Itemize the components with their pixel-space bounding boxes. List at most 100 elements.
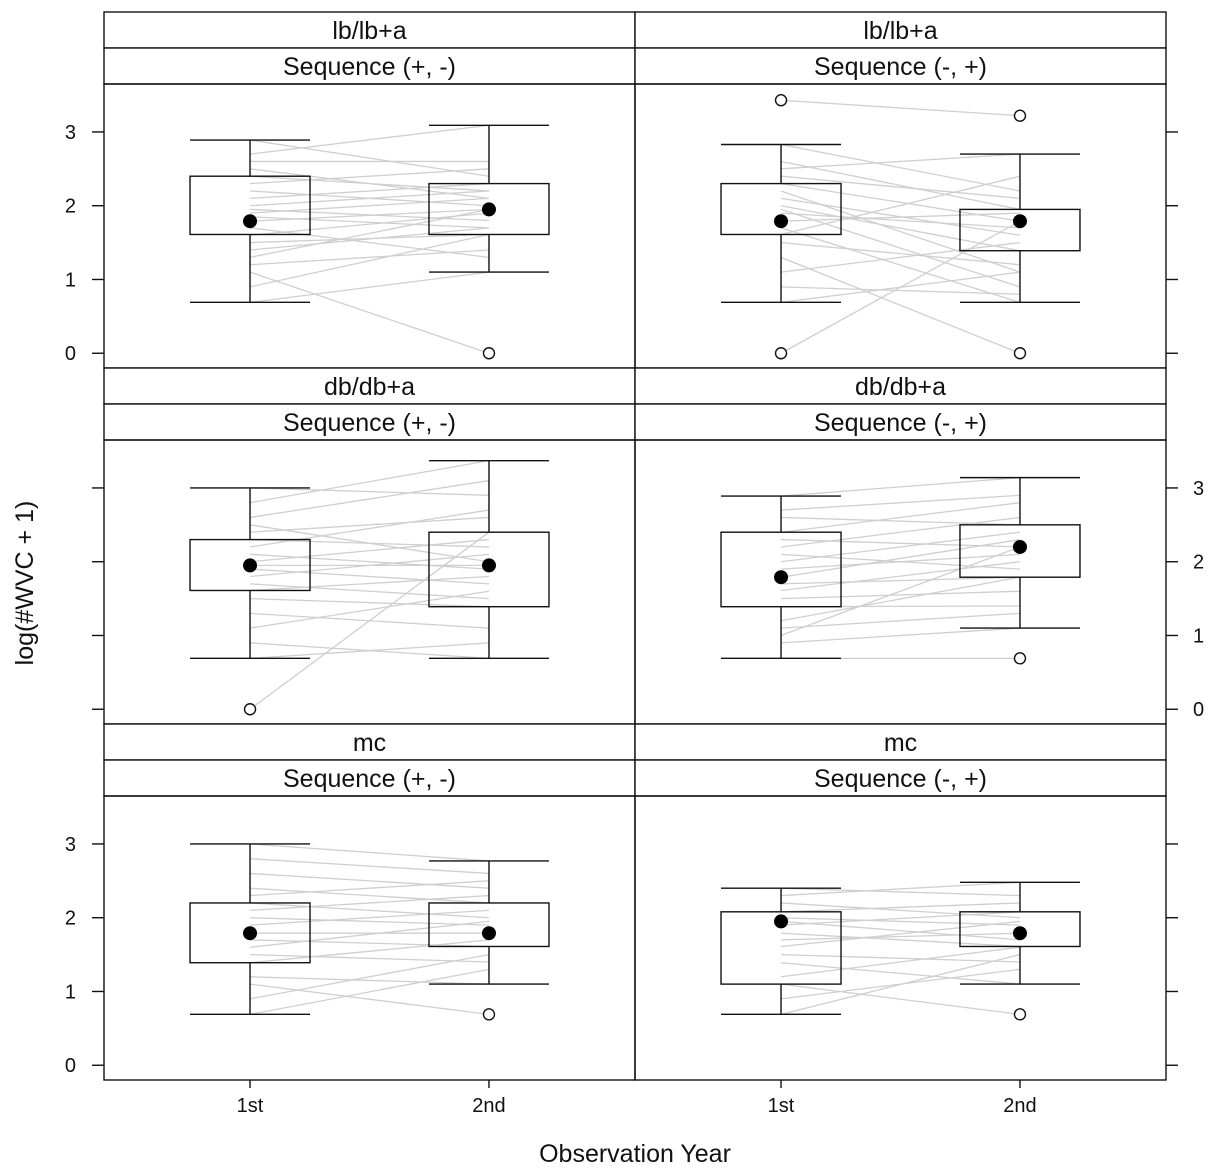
panel-3: db/db+a Sequence (+, -) [103, 367, 636, 725]
box-iqr [189, 175, 311, 236]
subject-line [249, 843, 490, 862]
subject-line [780, 953, 1021, 1015]
outlier-point [1013, 652, 1027, 665]
y-tick-label: 1 [1193, 625, 1204, 647]
box-iqr [720, 182, 842, 236]
outlier-point [774, 347, 788, 360]
y-tick-label: 1 [65, 981, 76, 1003]
axes-layer: 0 1 2 3 0 1 2 3 0 1 2 3 1st 2nd 1st 2nd [65, 122, 1204, 1117]
subject-line [249, 642, 490, 659]
median-dot [243, 214, 258, 229]
subject-line [781, 887, 1020, 897]
outlier-point [482, 1008, 496, 1021]
y-tick-label: 1 [65, 269, 76, 291]
strip-top-label: db/db+a [324, 373, 415, 401]
subject-line [249, 227, 490, 251]
subject-line [249, 858, 490, 875]
median-dot [481, 926, 496, 941]
box-iqr [428, 902, 550, 948]
subject-line [780, 627, 1021, 644]
subject-line [250, 953, 489, 963]
subject-line [249, 479, 490, 519]
strip-bottom-box [103, 403, 636, 441]
median-dot [774, 570, 789, 585]
subject-line [249, 575, 490, 592]
subject-line [780, 553, 1021, 570]
strip-top-box [103, 11, 636, 49]
subject-line [780, 502, 1021, 533]
strip-top-label: lb/lb+a [332, 17, 406, 45]
subject-line [780, 516, 1021, 548]
y-tick-label: 0 [1193, 699, 1204, 721]
subject-line [249, 271, 490, 303]
box-iqr [720, 911, 842, 985]
x-tick-label: 1st [768, 1095, 795, 1117]
strip-top-box [634, 11, 1167, 49]
y-tick-label: 3 [65, 122, 76, 144]
y-tick-label: 0 [65, 1055, 76, 1077]
subject-line [781, 516, 1020, 526]
panel-frame [634, 439, 1167, 725]
strip-bottom-label: Sequence (-, +) [814, 765, 987, 793]
strip-bottom-label: Sequence (+, -) [283, 53, 456, 81]
subject-line [781, 590, 1020, 600]
outlier-point [1013, 347, 1027, 360]
subject-line [249, 208, 490, 222]
strip-bottom-box [103, 47, 636, 85]
subject-line [780, 531, 1021, 563]
subject-line [780, 911, 1021, 926]
outlier-point [482, 347, 496, 360]
subject-line [249, 271, 490, 354]
subject-line [780, 241, 1021, 266]
subject-line [780, 99, 1021, 117]
strip-bottom-label: Sequence (-, +) [814, 409, 987, 437]
subject-line [249, 553, 490, 570]
median-dot [243, 926, 258, 941]
subject-line [250, 597, 489, 608]
subject-line [780, 160, 1021, 211]
subject-line [249, 968, 490, 1015]
subject-line [249, 887, 490, 904]
strip-top-box [103, 367, 636, 405]
subject-line [781, 917, 1020, 926]
subject-line [780, 962, 1021, 985]
strip-bottom-box [634, 403, 1167, 441]
panels-layer: lb/lb+a Sequence (+, -) lb/lb+a Sequence (-… [103, 11, 1167, 1081]
subject-line [781, 953, 1020, 963]
outlier-point [1013, 1008, 1027, 1021]
panel-4: db/db+a Sequence (-, +) [634, 367, 1167, 725]
subject-line [249, 531, 490, 710]
subject-line [249, 590, 490, 629]
box-iqr [189, 902, 311, 964]
subject-line [780, 175, 1021, 236]
panel-1: lb/lb+a Sequence (+, -) [103, 11, 636, 369]
subject-line [249, 168, 490, 185]
subject-line [249, 880, 490, 897]
subject-line [249, 197, 490, 214]
panel-6: mc Sequence (-, +) [634, 723, 1167, 1081]
subject-line [249, 568, 490, 585]
subject-line [249, 509, 490, 548]
y-tick-label: 2 [1193, 552, 1204, 574]
outlier-point [243, 703, 257, 716]
panel-frame [634, 795, 1167, 1081]
y-tick-label: 3 [65, 834, 76, 856]
subject-line [249, 553, 490, 578]
subject-line [780, 153, 1021, 170]
panel-frame [103, 83, 636, 369]
strip-bottom-box [103, 759, 636, 797]
subject-line [781, 932, 1020, 941]
subject-line [780, 920, 1021, 941]
median-dot [481, 202, 496, 217]
subject-line [249, 920, 490, 948]
y-tick-label: 2 [65, 196, 76, 218]
strip-top-label: mc [353, 729, 386, 757]
subject-line [780, 576, 1021, 622]
y-tick-label: 3 [1193, 478, 1204, 500]
median-dot [1012, 926, 1027, 941]
subject-line [780, 902, 1021, 919]
x-tick-label: 2nd [1003, 1095, 1036, 1117]
subject-line [780, 546, 1021, 637]
subject-line [781, 576, 1020, 585]
subject-line [780, 227, 1021, 303]
